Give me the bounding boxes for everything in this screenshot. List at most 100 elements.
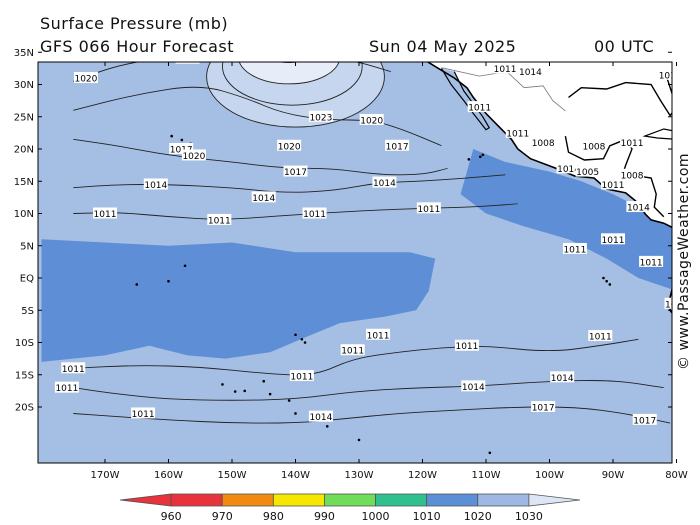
low-pressure-region-east bbox=[460, 149, 672, 290]
isobar-label: 1011 bbox=[468, 43, 492, 56]
island-dot bbox=[135, 283, 139, 286]
island-dot bbox=[170, 134, 173, 138]
map-axes: 35N 30N 25N 20N 15N 10N 5N EQ 5S 10S 15S 20S 170W 160… bbox=[14, 48, 688, 481]
svg-text:1011: 1011 bbox=[290, 373, 313, 383]
svg-text:1014: 1014 bbox=[201, 42, 224, 52]
colorbar-tick-label: 1030 bbox=[515, 510, 543, 523]
island-dot bbox=[243, 389, 246, 393]
lon-tick-label: 140W bbox=[281, 470, 310, 481]
isobar-label: 1011 bbox=[302, 207, 327, 220]
svg-text:1014: 1014 bbox=[373, 179, 396, 189]
isobar-line bbox=[73, 174, 506, 193]
svg-text:1014: 1014 bbox=[252, 194, 275, 204]
svg-text:1008: 1008 bbox=[646, 42, 669, 52]
isobar-line bbox=[73, 86, 442, 147]
svg-text:1011: 1011 bbox=[303, 210, 326, 220]
isobar-label: 1017 bbox=[531, 401, 556, 414]
lon-tick-label: 80W bbox=[665, 470, 688, 481]
high-isobar-ring bbox=[277, 62, 301, 64]
isobar-label: 1011 bbox=[601, 178, 625, 191]
isobar-label: 1017 bbox=[169, 143, 194, 156]
isobar-label: 1011 bbox=[54, 381, 79, 394]
isobar-label: 1017 bbox=[283, 165, 308, 178]
isobar-label: 1014 bbox=[461, 380, 486, 393]
svg-text:1011: 1011 bbox=[132, 410, 155, 420]
colorbar-segment bbox=[426, 493, 479, 507]
island-dot bbox=[167, 279, 170, 283]
svg-text:1017: 1017 bbox=[170, 146, 193, 156]
lat-tick-label: 10N bbox=[14, 209, 34, 220]
isobar-label: 1014 bbox=[664, 297, 672, 310]
isobar-line bbox=[73, 380, 665, 401]
colorbar-segment bbox=[324, 493, 376, 507]
island-dot bbox=[608, 283, 612, 286]
colorbar-tick-label: 960 bbox=[161, 510, 182, 523]
lat-tick-label: 20S bbox=[15, 403, 34, 414]
high-isobar-ring bbox=[273, 32, 305, 46]
lat-tick-label: 5N bbox=[20, 241, 34, 252]
colorbar-segment bbox=[170, 493, 223, 507]
lon-tick-label: 150W bbox=[218, 470, 247, 481]
isobar-label: 1005 bbox=[575, 165, 600, 178]
island-dot bbox=[467, 158, 471, 161]
svg-text:1017: 1017 bbox=[633, 416, 656, 426]
isobar-line bbox=[73, 138, 449, 176]
isobar-label: 1011 bbox=[416, 202, 441, 215]
lon-tick-label: 100W bbox=[535, 470, 564, 481]
svg-text:1011: 1011 bbox=[55, 384, 78, 394]
isobar-line bbox=[73, 338, 639, 376]
lat-tick-label: 35N bbox=[14, 48, 34, 59]
svg-text:1014: 1014 bbox=[309, 413, 332, 423]
isobar-label: 1011 bbox=[588, 330, 613, 343]
svg-text:1008: 1008 bbox=[582, 142, 605, 152]
isobar-label: 1008 bbox=[531, 136, 556, 149]
isobar-label: 1014 bbox=[251, 191, 276, 204]
isobar-label: 1011 bbox=[366, 328, 391, 341]
isobar-label: 1014 bbox=[550, 371, 575, 384]
lon-tick-label: 120W bbox=[408, 470, 437, 481]
isobar-label: 1017 bbox=[175, 55, 200, 65]
colorbar-tick-label: 1020 bbox=[464, 510, 492, 523]
svg-text:1011: 1011 bbox=[455, 342, 478, 352]
island-dot bbox=[481, 153, 485, 157]
svg-text:1011: 1011 bbox=[468, 46, 491, 56]
colorbar-segment bbox=[119, 493, 172, 507]
isobar-label: 1014 bbox=[143, 178, 168, 191]
coastline bbox=[426, 62, 672, 315]
lat-tick-label: 15S bbox=[15, 370, 34, 381]
island-dot bbox=[180, 138, 184, 142]
isobar-label: 1017 bbox=[385, 139, 410, 152]
site-credit: © www.PassageWeather.com bbox=[676, 152, 692, 370]
isobar-label: 1011 bbox=[61, 362, 86, 375]
svg-text:1011: 1011 bbox=[640, 258, 663, 268]
isobar-label: 1011 bbox=[658, 68, 672, 81]
svg-text:1008: 1008 bbox=[621, 171, 644, 181]
island-dot bbox=[488, 451, 492, 455]
isobar-label: 1008 bbox=[620, 168, 645, 181]
svg-text:1020: 1020 bbox=[74, 75, 97, 85]
svg-text:1011: 1011 bbox=[94, 210, 117, 220]
isobar-label: 1011 bbox=[562, 242, 587, 255]
isobar-label: 1011 bbox=[493, 62, 518, 75]
island-dot bbox=[303, 341, 307, 344]
isobar-label: 1008 bbox=[430, 43, 454, 56]
svg-text:1017: 1017 bbox=[176, 55, 199, 65]
lon-tick-label: 130W bbox=[345, 470, 374, 481]
isobar-label: 1011 bbox=[505, 126, 530, 139]
lat-tick-label: 5S bbox=[21, 306, 34, 317]
colorbar-tick-label: 970 bbox=[212, 510, 233, 523]
coastline-cuba bbox=[642, 128, 672, 140]
svg-text:1020: 1020 bbox=[278, 142, 301, 152]
svg-text:1020: 1020 bbox=[360, 116, 383, 126]
svg-text:1005: 1005 bbox=[576, 168, 599, 178]
island-dot bbox=[221, 383, 224, 386]
colorbar-segment bbox=[528, 493, 581, 507]
colorbar-tick-label: 1000 bbox=[362, 510, 390, 523]
coastline-baja bbox=[440, 68, 491, 131]
svg-text:1011: 1011 bbox=[602, 236, 625, 246]
high-isobar-ring bbox=[238, 62, 340, 85]
island-dot bbox=[300, 337, 304, 341]
island-dot bbox=[478, 155, 482, 159]
lon-tick-label: 170W bbox=[91, 470, 120, 481]
